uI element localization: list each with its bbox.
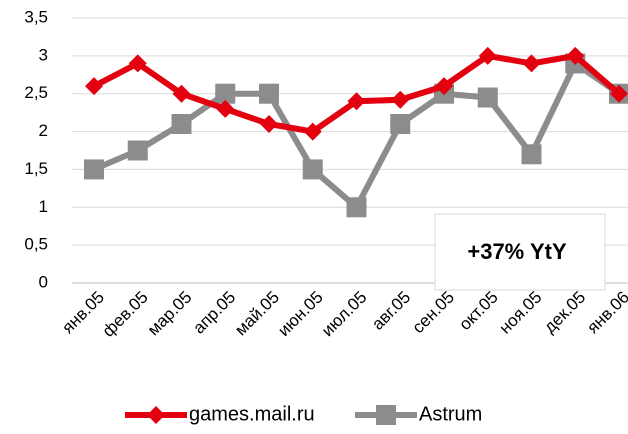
- annotation-box: [434, 213, 606, 291]
- marker: [216, 99, 235, 118]
- x-tick-label: апр.05: [189, 288, 239, 338]
- legend-marker: [376, 405, 396, 425]
- marker: [521, 144, 542, 165]
- marker: [477, 87, 498, 108]
- y-tick-label: 3,5: [24, 7, 48, 26]
- x-tick-label: фев.05: [99, 288, 152, 341]
- marker: [84, 159, 104, 180]
- x-tick-label: янв.06: [583, 288, 628, 338]
- x-tick-label: сен.05: [409, 288, 458, 337]
- marker: [85, 77, 103, 96]
- y-tick-label: 2,5: [24, 83, 48, 102]
- marker: [391, 90, 410, 109]
- marker: [171, 114, 192, 134]
- y-tick-label: 0,5: [24, 235, 48, 254]
- legend-label: Astrum: [419, 403, 482, 425]
- x-tick-label: авг.05: [368, 288, 414, 334]
- marker: [478, 46, 497, 65]
- marker: [566, 46, 585, 65]
- y-tick-label: 0: [39, 272, 48, 291]
- y-tick-label: 1,5: [24, 159, 48, 178]
- x-tick-label: май.05: [231, 288, 283, 340]
- marker: [303, 122, 322, 141]
- y-tick-label: 1: [39, 197, 48, 216]
- marker: [259, 83, 279, 104]
- marker: [347, 92, 366, 111]
- x-tick-label: мар.05: [144, 288, 196, 340]
- marker: [215, 83, 236, 104]
- marker: [346, 197, 367, 218]
- marker: [128, 54, 147, 73]
- y-tick-label: 3: [39, 45, 48, 64]
- marker: [390, 114, 411, 134]
- x-tick-label: июл.05: [318, 288, 371, 341]
- marker: [172, 84, 191, 103]
- x-tick-label: дек.05: [540, 288, 589, 337]
- annotation: +37% YtY: [467, 239, 567, 264]
- x-tick-label: июн.05: [274, 288, 327, 341]
- x-tick-label: ноя.05: [496, 288, 546, 338]
- marker: [522, 54, 541, 73]
- x-tick-label: окт.05: [455, 288, 501, 334]
- marker: [260, 115, 278, 133]
- y-tick-label: 2: [39, 121, 48, 140]
- marker: [302, 159, 323, 180]
- legend-label: games.mail.ru: [189, 403, 315, 425]
- marker: [610, 84, 628, 103]
- legend-marker: [147, 406, 165, 424]
- marker: [435, 77, 453, 96]
- marker: [127, 140, 148, 161]
